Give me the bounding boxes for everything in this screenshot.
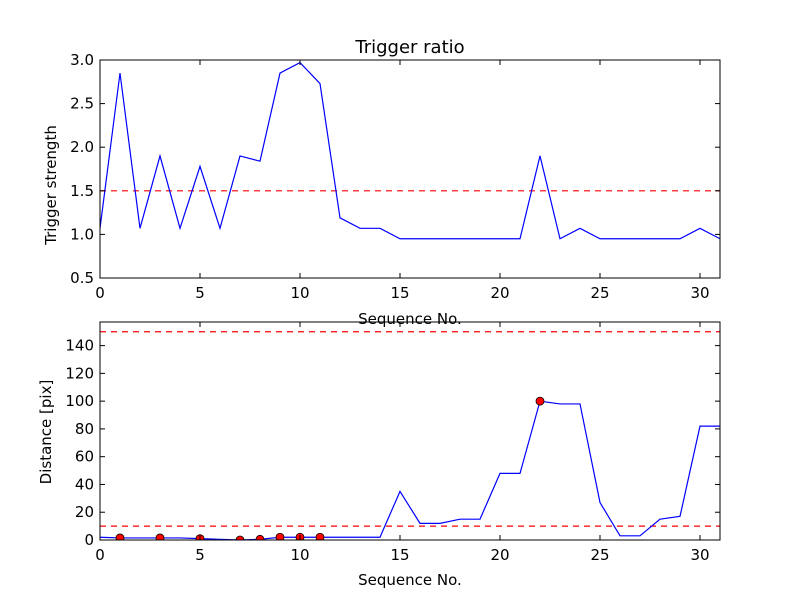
data-layer [100,331,720,540]
x-tick-label: 10 [290,284,309,302]
trigger-marker [275,532,285,540]
distance-subplot: 0 5 10 15 20 25 30 0 20 40 60 80 100 120 140 Sequence … [37,321,721,589]
x-axis-label: Sequence No. [358,571,462,589]
x-tick-label: 5 [195,284,205,302]
y-tick-label: 40 [75,475,94,493]
x-tick-label: 30 [690,284,709,302]
x-tick-label: 10 [290,546,309,564]
x-tick-label: 5 [195,546,205,564]
x-tick-label: 25 [590,546,609,564]
series-line [100,61,720,240]
x-tick-label: 15 [390,284,409,302]
x-tick-label: 15 [390,546,409,564]
y-tick-label: 0.5 [70,269,94,287]
x-tick-label: 0 [95,546,105,564]
trigger-marker [315,532,325,540]
y-axis-label: Trigger strength [42,125,60,246]
y-tick-label: 140 [65,337,94,355]
y-tick-label: 20 [75,503,94,521]
y-tick-label: 3.0 [70,51,94,69]
axes-frame [99,321,721,541]
trigger-plot-area: 0 5 10 15 20 25 30 0.5 1.0 1.5 2.0 2.5 3.0 [70,51,721,302]
trigger-marker [535,396,545,406]
y-tick-label: 100 [65,392,94,410]
x-axis-label: Sequence No. [358,310,462,328]
trigger-marker [255,534,265,540]
trigger-marker [235,535,245,540]
x-tick-label: 0 [95,284,105,302]
x-tick-label: 20 [490,546,509,564]
y-tick-label: 2.5 [70,95,94,113]
trigger-ratio-subplot: Trigger ratio 0 5 10 15 20 25 30 0.5 1.0 1.5 2.0 2.… [42,37,721,328]
y-tick-label: 60 [75,448,94,466]
data-layer [100,61,720,240]
axes-frame [99,59,721,279]
y-tick-label: 1.5 [70,182,94,200]
distance-plot-area: 0 5 10 15 20 25 30 0 20 40 60 80 100 120 140 [65,321,721,564]
y-axis-label: Distance [pix] [37,380,55,485]
y-tick-label: 1.0 [70,225,94,243]
y-tick-label: 120 [65,364,94,382]
y-tick-label: 0 [84,531,94,549]
y-tick-label: 2.0 [70,138,94,156]
x-tick-label: 30 [690,546,709,564]
y-tick-label: 80 [75,420,94,438]
x-tick-label: 20 [490,284,509,302]
x-tick-label: 25 [590,284,609,302]
trigger-marker [115,533,125,540]
chart-title: Trigger ratio [354,37,464,58]
trigger-marker [155,533,165,540]
